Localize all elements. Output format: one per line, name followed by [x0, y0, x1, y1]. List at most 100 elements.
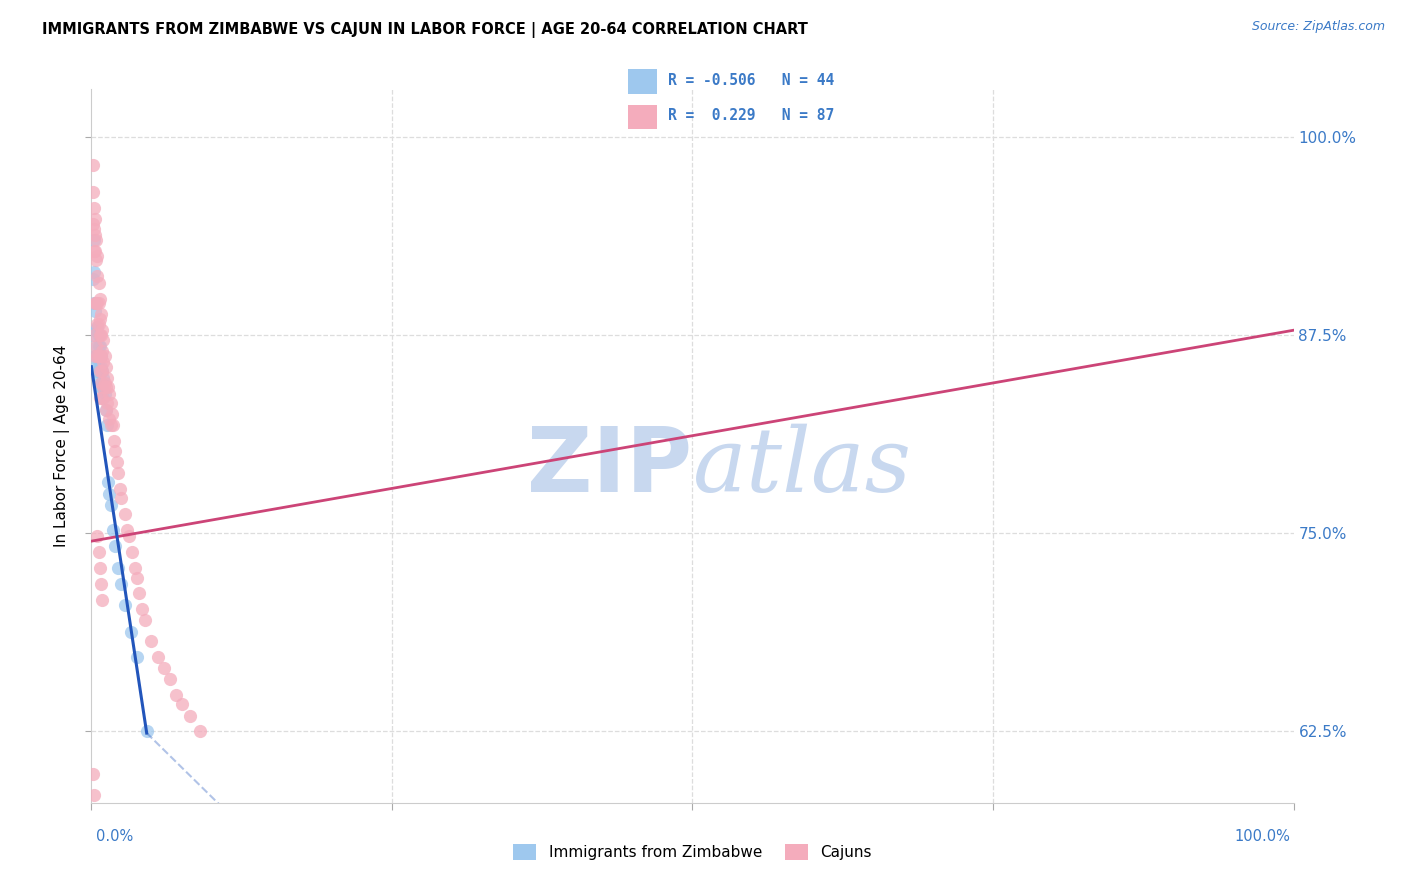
Point	[84, 253, 107, 268]
Point	[84, 296, 107, 310]
Point	[90, 307, 112, 321]
Point	[94, 402, 117, 417]
Point	[91, 392, 114, 406]
Point	[90, 359, 112, 374]
Point	[84, 349, 107, 363]
Point	[83, 788, 105, 802]
Text: Source: ZipAtlas.com: Source: ZipAtlas.com	[1251, 20, 1385, 33]
Point	[84, 244, 107, 258]
Point	[89, 349, 111, 363]
Point	[188, 724, 211, 739]
Point	[121, 545, 143, 559]
Point	[97, 380, 120, 394]
Point	[82, 217, 104, 231]
Y-axis label: In Labor Force | Age 20-64: In Labor Force | Age 20-64	[53, 345, 70, 547]
Point	[93, 380, 115, 394]
Point	[86, 269, 108, 284]
Point	[90, 376, 112, 390]
Point	[170, 698, 193, 712]
Point	[128, 586, 150, 600]
Point	[83, 264, 105, 278]
Point	[101, 523, 124, 537]
Point	[87, 276, 110, 290]
Point	[84, 212, 107, 227]
Point	[86, 364, 108, 378]
Point	[87, 339, 110, 353]
Text: atlas: atlas	[692, 424, 911, 511]
Point	[90, 349, 112, 363]
Text: R =  0.229   N = 87: R = 0.229 N = 87	[668, 108, 834, 123]
Point	[87, 349, 110, 363]
Point	[90, 328, 112, 343]
Point	[90, 349, 112, 363]
Point	[117, 523, 139, 537]
Point	[82, 767, 104, 781]
Point	[91, 343, 114, 358]
Point	[91, 364, 114, 378]
Point	[89, 364, 111, 378]
Point	[87, 296, 110, 310]
Point	[159, 672, 181, 686]
Point	[89, 561, 111, 575]
Point	[93, 392, 115, 406]
Point	[93, 371, 115, 385]
Point	[86, 249, 108, 263]
Point	[96, 396, 118, 410]
Point	[87, 371, 110, 385]
Point	[94, 359, 117, 374]
Point	[89, 392, 111, 406]
Point	[100, 418, 122, 433]
Point	[110, 577, 132, 591]
Point	[84, 296, 107, 310]
Point	[89, 380, 111, 394]
Point	[84, 323, 107, 337]
Point	[91, 364, 114, 378]
Point	[146, 649, 169, 664]
Legend: Immigrants from Zimbabwe, Cajuns: Immigrants from Zimbabwe, Cajuns	[508, 838, 877, 866]
Point	[87, 328, 110, 343]
Point	[94, 402, 117, 417]
Point	[84, 339, 107, 353]
Point	[101, 418, 124, 433]
Point	[134, 614, 156, 628]
Text: ZIP: ZIP	[527, 424, 692, 511]
Point	[82, 186, 104, 200]
Point	[86, 339, 108, 353]
Point	[120, 624, 142, 639]
Point	[100, 498, 122, 512]
Point	[110, 491, 132, 506]
Point	[91, 380, 114, 394]
Point	[89, 364, 111, 378]
Point	[114, 598, 136, 612]
Point	[98, 386, 121, 401]
Point	[84, 349, 107, 363]
Point	[86, 351, 108, 366]
Point	[82, 158, 104, 172]
Point	[179, 708, 201, 723]
Point	[118, 529, 141, 543]
Point	[90, 376, 112, 390]
Point	[96, 371, 118, 385]
Point	[83, 233, 105, 247]
Point	[89, 328, 111, 343]
Point	[89, 292, 111, 306]
Point	[110, 482, 132, 496]
Point	[107, 561, 129, 575]
Point	[91, 592, 114, 607]
Point	[94, 380, 117, 394]
Point	[105, 455, 128, 469]
Point	[83, 296, 105, 310]
Point	[84, 359, 107, 374]
Point	[93, 333, 115, 347]
Point	[87, 359, 110, 374]
Point	[152, 661, 174, 675]
Point	[165, 688, 187, 702]
Point	[82, 328, 104, 343]
Point	[107, 466, 129, 480]
Point	[84, 349, 107, 363]
Point	[93, 355, 115, 369]
Point	[87, 317, 110, 331]
Point	[84, 323, 107, 337]
Point	[93, 376, 115, 390]
Point	[131, 602, 153, 616]
